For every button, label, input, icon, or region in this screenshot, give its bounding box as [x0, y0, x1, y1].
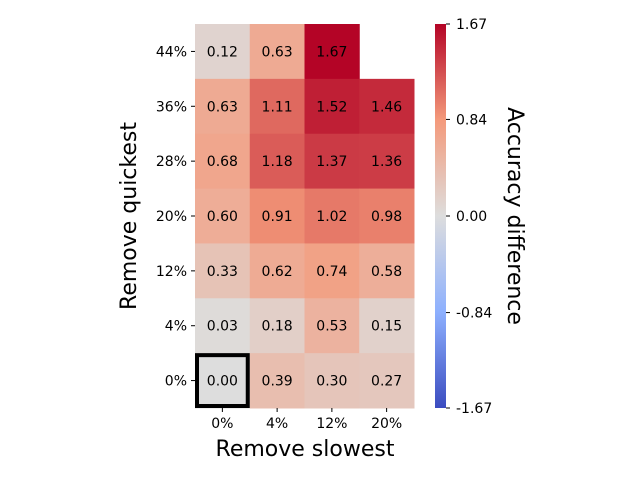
cell-value-label: 0.18 [262, 319, 293, 335]
x-axis-ticks: 0% 4% 12% 20% [211, 408, 402, 432]
heatmap-cell [359, 243, 415, 299]
colorbar-tick-label: 0.00 [456, 209, 487, 225]
cell-value-label: 0.15 [371, 319, 402, 335]
heatmap-cell [249, 78, 305, 135]
heatmap-cell [195, 133, 251, 190]
heatmap-cell [195, 78, 251, 135]
heatmap-cell [304, 24, 360, 80]
heatmap-cell [304, 133, 360, 190]
heatmap-cell [359, 78, 415, 135]
cell-value-label: 0.33 [207, 264, 238, 280]
heatmap-cell [304, 188, 360, 244]
heatmap-cell [249, 133, 305, 190]
cell-value-label: 1.37 [316, 154, 347, 170]
heatmap-cell [249, 298, 305, 354]
y-tick-label: 12% [156, 264, 187, 280]
cell-value-label: 0.98 [371, 209, 402, 225]
heatmap-cell [249, 188, 305, 244]
heatmap-cell [249, 24, 305, 80]
y-tick-label: 44% [156, 44, 187, 60]
highlighted-cell-box [195, 353, 250, 408]
cell-value-label: 0.60 [207, 209, 238, 225]
heatmap-cell [359, 353, 415, 409]
colorbar-tick-label: 0.84 [456, 112, 487, 128]
cell-value-label: 0.91 [262, 209, 293, 225]
heatmap-cell [304, 298, 360, 354]
heatmap-cell-labels: 0.12 0.63 1.67 0.63 1.11 1.52 1.46 0.68 1.18 1.37… [207, 44, 403, 389]
cell-value-label: 1.67 [316, 44, 347, 60]
cell-value-label: 1.02 [316, 209, 347, 225]
cell-value-label: 0.74 [316, 264, 347, 280]
heatmap-cell [304, 243, 360, 299]
y-axis-ticks: 44% 36% 28% 20% 12% 4% 0% [156, 44, 195, 390]
heatmap-cell [304, 353, 360, 409]
heatmap-cell [195, 24, 251, 80]
cell-value-label: 0.58 [371, 264, 402, 280]
heatmap-cell [249, 243, 305, 299]
x-tick-label: 0% [211, 416, 233, 432]
colorbar-ticks: 1.67 0.84 0.00 -0.84 -1.67 [446, 17, 492, 417]
cell-value-label: 0.68 [207, 154, 238, 170]
cell-value-label: 0.63 [207, 99, 238, 115]
cell-value-label: 1.18 [262, 154, 293, 170]
heatmap-cell [359, 188, 415, 244]
heatmap-cell [195, 353, 251, 409]
heatmap-cell [359, 298, 415, 354]
x-axis-title: Remove slowest [216, 437, 395, 462]
cell-value-label: 0.12 [207, 44, 238, 60]
y-tick-label: 0% [165, 374, 187, 390]
cell-value-label: 0.62 [262, 264, 293, 280]
cell-value-label: 0.39 [262, 374, 293, 390]
heatmap-cell [195, 188, 251, 244]
heatmap-cells [195, 24, 415, 409]
cell-value-label: 0.03 [207, 319, 238, 335]
colorbar-title: Accuracy difference [502, 107, 527, 325]
heatmap-cell [195, 243, 251, 299]
y-tick-label: 28% [156, 154, 187, 170]
colorbar [435, 24, 446, 408]
colorbar-tick-label: 1.67 [456, 17, 487, 33]
cell-value-label: 0.30 [316, 374, 347, 390]
cell-value-label: 0.00 [207, 374, 238, 390]
cell-value-label: 1.36 [371, 154, 402, 170]
cell-value-label: 1.11 [262, 99, 293, 115]
x-tick-label: 20% [371, 416, 402, 432]
heatmap-cell [195, 298, 251, 354]
cell-value-label: 1.46 [371, 99, 402, 115]
cell-value-label: 0.53 [316, 319, 347, 335]
colorbar-tick-label: -1.67 [456, 401, 492, 417]
y-axis-title: Remove quickest [117, 122, 142, 310]
y-tick-label: 20% [156, 209, 187, 225]
heatmap-cell [304, 78, 360, 135]
cell-value-label: 0.27 [371, 374, 402, 390]
cell-value-label: 0.63 [262, 44, 293, 60]
colorbar-tick-label: -0.84 [456, 306, 492, 322]
x-tick-label: 12% [316, 416, 347, 432]
heatmap-cell [359, 133, 415, 190]
y-tick-label: 4% [165, 319, 187, 335]
cell-value-label: 1.52 [316, 99, 347, 115]
heatmap-cell [249, 353, 305, 409]
y-tick-label: 36% [156, 99, 187, 115]
x-tick-label: 4% [266, 416, 288, 432]
